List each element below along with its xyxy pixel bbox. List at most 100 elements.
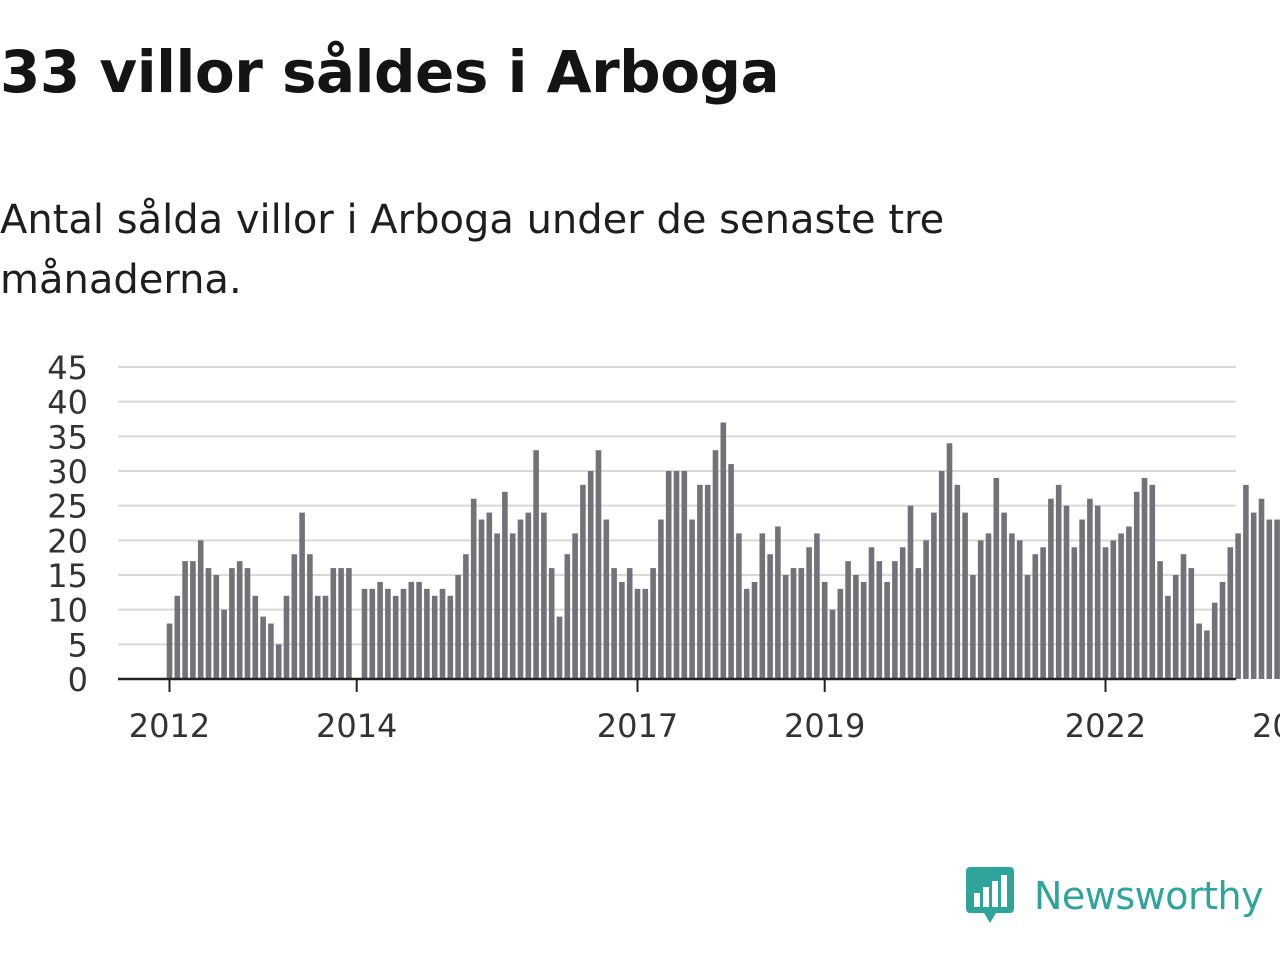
bar <box>782 575 789 679</box>
bar <box>821 581 828 679</box>
bar <box>1258 498 1265 679</box>
bar <box>1087 498 1093 679</box>
bar <box>400 588 407 679</box>
bar <box>1055 484 1062 679</box>
bar <box>236 561 243 679</box>
bar <box>1048 498 1054 679</box>
bar <box>197 540 204 679</box>
bar <box>595 450 602 679</box>
bar <box>923 540 929 679</box>
bar <box>938 471 945 679</box>
bar <box>307 554 313 679</box>
bar <box>1040 547 1046 679</box>
bar <box>767 554 773 679</box>
bar <box>814 533 820 679</box>
bar <box>954 484 961 679</box>
bar <box>907 505 914 679</box>
bar <box>166 623 173 679</box>
bar <box>1079 519 1085 679</box>
bar <box>1188 568 1195 679</box>
bar <box>790 568 797 679</box>
bar <box>728 464 734 679</box>
bar <box>205 568 212 679</box>
y-tick-label: 40 <box>47 384 88 422</box>
bar <box>704 484 711 679</box>
bar <box>634 588 641 679</box>
bar <box>502 491 508 679</box>
bar <box>1157 561 1163 679</box>
bar <box>299 512 305 679</box>
bar <box>494 533 500 679</box>
newsworthy-logo-icon <box>966 867 1014 923</box>
x-tick-label: 2022 <box>1065 707 1146 745</box>
bar <box>182 561 188 679</box>
bar <box>1094 505 1101 679</box>
bar <box>603 519 610 679</box>
bar <box>845 561 851 679</box>
bar <box>587 471 594 679</box>
bar <box>244 568 251 679</box>
bar <box>369 588 376 679</box>
bar <box>712 450 719 679</box>
bar <box>1001 512 1007 679</box>
bar <box>798 568 805 679</box>
bar <box>899 547 906 679</box>
bar <box>478 519 485 679</box>
bar <box>439 588 446 679</box>
bar <box>517 519 524 679</box>
bar <box>268 623 274 679</box>
bar <box>213 575 220 679</box>
bar <box>548 568 555 679</box>
bar <box>1141 477 1148 679</box>
bar <box>1071 547 1078 679</box>
y-tick-label: 30 <box>47 453 88 491</box>
bar <box>392 595 399 679</box>
bar <box>743 588 750 679</box>
y-tick-label: 15 <box>47 557 88 595</box>
bar <box>580 484 586 679</box>
bar <box>385 588 391 679</box>
bar <box>1180 554 1187 679</box>
bar <box>1149 484 1156 679</box>
bar <box>853 575 859 679</box>
bar <box>229 568 235 679</box>
bar <box>689 519 695 679</box>
bar <box>408 581 415 679</box>
bar <box>572 533 578 679</box>
bar <box>993 477 1000 679</box>
bar <box>626 568 633 679</box>
bar <box>946 443 953 679</box>
bar <box>1274 519 1280 679</box>
bar <box>868 547 875 679</box>
bar <box>447 595 454 679</box>
bar <box>330 568 337 679</box>
brand-name: Newsworthy <box>1034 874 1264 918</box>
bar <box>915 568 922 679</box>
y-tick-label: 0 <box>68 661 88 699</box>
bar <box>174 595 181 679</box>
y-tick-label: 35 <box>47 418 88 456</box>
bar <box>1211 602 1218 679</box>
bar <box>533 450 539 679</box>
bar <box>455 575 461 679</box>
bar <box>1009 533 1015 679</box>
bar <box>1266 519 1273 679</box>
bar <box>751 581 758 679</box>
y-tick-label: 45 <box>47 349 88 387</box>
bar <box>985 533 992 679</box>
bar <box>338 568 344 679</box>
x-tick-label: 2019 <box>784 707 865 745</box>
x-tick-label: 2017 <box>597 707 678 745</box>
bar <box>931 512 937 679</box>
bar <box>1063 505 1070 679</box>
bar <box>1196 623 1202 679</box>
bar <box>252 595 259 679</box>
bar <box>977 540 984 679</box>
bar <box>260 616 266 679</box>
bar <box>1133 491 1140 679</box>
bar <box>346 568 352 679</box>
bar <box>1110 540 1117 679</box>
y-tick-label: 25 <box>47 488 88 526</box>
bar <box>697 484 703 679</box>
bar <box>1204 630 1210 679</box>
